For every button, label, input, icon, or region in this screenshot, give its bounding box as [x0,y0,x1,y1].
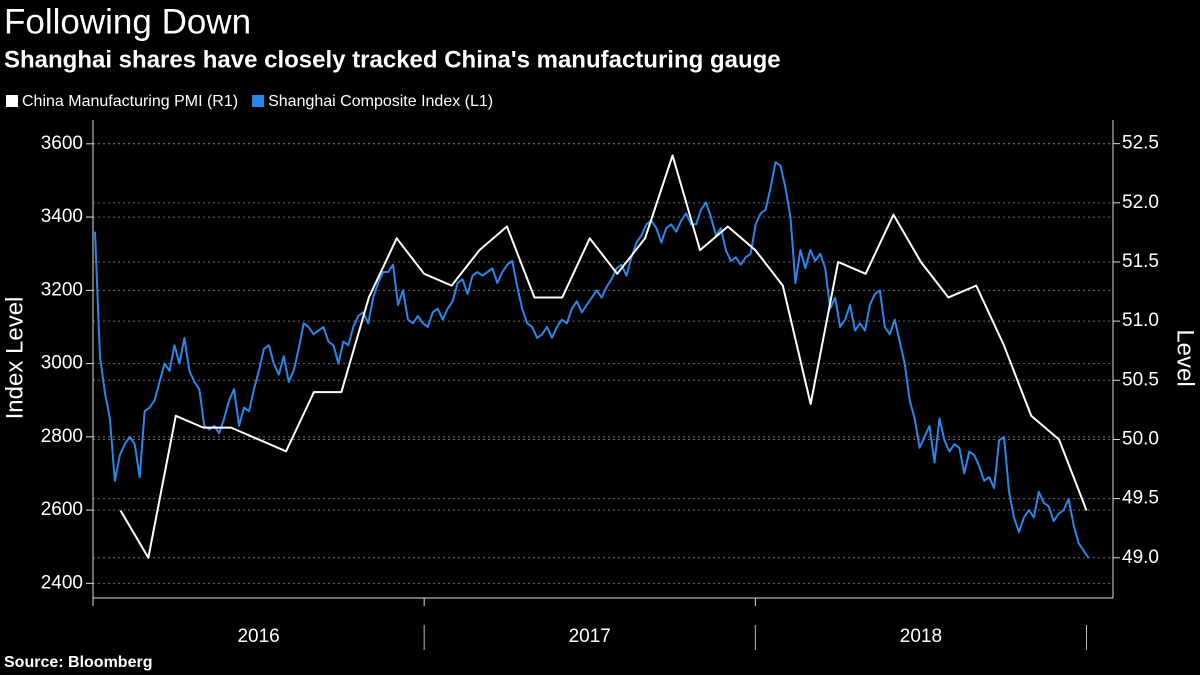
legend: China Manufacturing PMI (R1) Shanghai Com… [6,93,493,110]
y2-tick-label: 49.0 [1122,547,1159,568]
y-tick-label: 2800 [41,426,83,447]
x-tick-label: 2018 [900,626,942,647]
y-tick-label: 3400 [41,206,83,227]
y2-tick-label: 52.5 [1122,133,1159,154]
series-line [93,161,1090,559]
y-tick-label: 2400 [41,572,83,593]
chart-title: Following Down [4,2,251,41]
chart-subtitle: Shanghai shares have closely tracked Chi… [4,46,781,73]
y2-tick-label: 51.5 [1122,251,1159,272]
y2-tick-label: 52.0 [1122,192,1159,213]
y2-tick-label: 49.5 [1122,488,1159,509]
y-tick-label: 3000 [41,353,83,374]
x-tick-label: 2016 [237,626,279,647]
legend-swatch [6,95,18,107]
y2-tick-label: 50.0 [1122,428,1159,449]
source: Source: Bloomberg [4,654,152,671]
legend-label: Shanghai Composite Index (L1) [268,93,493,110]
series-line [119,154,1088,559]
legend-swatch [252,95,265,107]
y2-axis-label: Level [1172,329,1199,386]
legend-label: China Manufacturing PMI (R1) [22,93,238,110]
y2-tick-label: 51.0 [1122,310,1159,331]
y-tick-label: 3600 [41,133,83,154]
y-axis-label: Index Level [1,297,28,420]
x-tick-label: 2017 [569,626,611,647]
y-tick-label: 2600 [41,499,83,520]
y-tick-label: 3200 [41,279,83,300]
y2-tick-label: 50.5 [1122,369,1159,390]
